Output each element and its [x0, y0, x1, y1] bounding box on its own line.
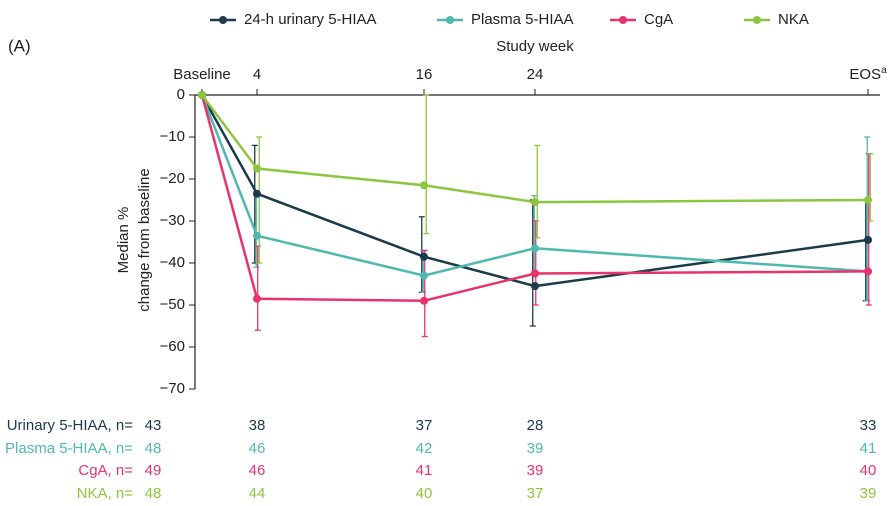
n-row-label: Plasma 5-HIAA, n=: [5, 440, 133, 457]
legend-marker: [753, 16, 761, 24]
legend-marker: [446, 16, 454, 24]
x-tick-text: 24: [527, 66, 544, 83]
legend-label: NKA: [778, 11, 809, 28]
data-point: [420, 252, 428, 261]
n-value: 46: [249, 440, 266, 457]
n-value: 37: [527, 485, 544, 502]
data-point: [531, 269, 539, 278]
n-value: 41: [416, 462, 433, 479]
n-value: 41: [860, 440, 877, 457]
data-point: [531, 282, 539, 291]
y-tick-label: −70: [160, 380, 185, 397]
n-value: 48: [145, 485, 162, 502]
x-tick-text: Baseline: [173, 66, 231, 83]
y-axis-label: Median %: [115, 207, 132, 274]
data-point: [420, 296, 428, 305]
x-tick-label: 4: [253, 66, 261, 83]
n-value: 40: [416, 485, 433, 502]
x-tick-text: 16: [416, 66, 433, 83]
n-value: 37: [416, 417, 433, 434]
footnote-marker: a: [881, 65, 887, 76]
n-value: 43: [145, 417, 162, 434]
data-point: [531, 198, 539, 207]
n-value: 39: [527, 440, 544, 457]
n-row-label: Urinary 5-HIAA, n=: [7, 417, 134, 434]
y-tick-label: −10: [160, 128, 185, 145]
data-point: [253, 294, 261, 303]
y-tick-label: −30: [160, 212, 185, 229]
n-value: 39: [527, 462, 544, 479]
n-row-label: CgA, n=: [78, 462, 133, 479]
y-tick-label: −40: [160, 254, 185, 271]
y-tick-label: −20: [160, 170, 185, 187]
x-axis-label: Study week: [496, 38, 574, 55]
n-row-label: NKA, n=: [77, 485, 134, 502]
n-value: 44: [249, 485, 266, 502]
x-tick-label: 24: [527, 66, 544, 83]
data-point: [420, 271, 428, 280]
n-value: 42: [416, 440, 433, 457]
n-value: 40: [860, 462, 877, 479]
n-value: 49: [145, 462, 162, 479]
data-point: [253, 231, 261, 240]
y-axis-label: change from baseline: [136, 168, 153, 311]
x-tick-text: 4: [253, 66, 261, 83]
legend-marker: [619, 16, 627, 24]
x-tick-text: EOS: [849, 66, 881, 83]
x-tick-label: EOSa: [849, 65, 887, 83]
data-point: [253, 164, 261, 173]
data-point: [864, 235, 872, 244]
y-tick-label: −60: [160, 338, 185, 355]
n-value: 48: [145, 440, 162, 457]
x-tick-label: 16: [416, 66, 433, 83]
n-value: 28: [527, 417, 544, 434]
series-line: [200, 94, 869, 204]
legend-label: Plasma 5-HIAA: [471, 11, 574, 28]
data-point: [253, 189, 261, 198]
n-value: 39: [860, 485, 877, 502]
panel-label: (A): [8, 36, 31, 55]
y-tick-label: 0: [177, 86, 185, 103]
data-point: [531, 244, 539, 253]
n-value: 38: [249, 417, 266, 434]
data-point: [198, 91, 206, 99]
data-point: [864, 196, 872, 204]
x-tick-label: Baseline: [173, 66, 231, 83]
n-value: 46: [249, 462, 266, 479]
legend-label: CgA: [644, 11, 673, 28]
legend-marker: [219, 16, 227, 24]
legend-label: 24-h urinary 5-HIAA: [244, 11, 377, 28]
y-tick-label: −50: [160, 296, 185, 313]
series-line: [200, 94, 869, 288]
data-point: [420, 181, 428, 190]
n-value: 33: [860, 417, 877, 434]
data-point: [864, 267, 872, 276]
